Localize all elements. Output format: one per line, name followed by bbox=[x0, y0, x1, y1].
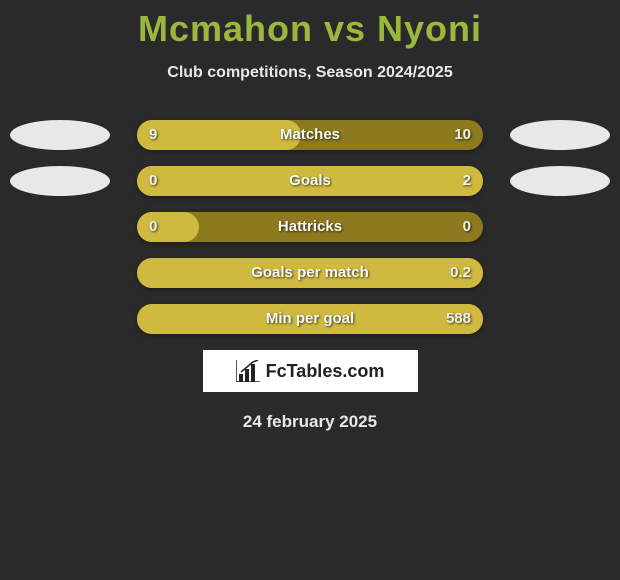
left-ellipse bbox=[10, 120, 110, 150]
fctables-logo-text: FcTables.com bbox=[266, 361, 385, 382]
stat-row: Goals0 2 bbox=[0, 166, 620, 196]
stat-label: Min per goal bbox=[137, 304, 483, 334]
stat-label: Goals per match bbox=[137, 258, 483, 288]
bar-track: Matches9 10 bbox=[137, 120, 483, 150]
bar-track: Goals per match0.2 bbox=[137, 258, 483, 288]
comparison-chart: Matches910Goals02Hattricks00Goals per ma… bbox=[0, 120, 620, 334]
stat-row: Matches9 10 bbox=[0, 120, 620, 150]
bar-chart-icon bbox=[236, 360, 260, 382]
stat-value-right: 0.2 bbox=[450, 258, 471, 288]
stat-value-left: 0 bbox=[149, 212, 157, 242]
stat-label: Goals bbox=[137, 166, 483, 196]
stat-value-right: 2 bbox=[463, 166, 471, 196]
stat-value-right: 0 bbox=[463, 212, 471, 242]
comparison-subtitle: Club competitions, Season 2024/2025 bbox=[0, 64, 620, 82]
bar-track: Goals0 2 bbox=[137, 166, 483, 196]
stat-row: Hattricks0 0 bbox=[0, 212, 620, 242]
stat-label: Matches bbox=[137, 120, 483, 150]
stat-row: Goals per match0.2 bbox=[0, 258, 620, 288]
stat-value-left: 9 bbox=[149, 120, 157, 150]
stat-row: Min per goal588 bbox=[0, 304, 620, 334]
bar-track: Hattricks0 0 bbox=[137, 212, 483, 242]
bar-track: Min per goal588 bbox=[137, 304, 483, 334]
stat-value-left: 0 bbox=[149, 166, 157, 196]
left-ellipse bbox=[10, 166, 110, 196]
right-ellipse bbox=[510, 166, 610, 196]
stat-label: Hattricks bbox=[137, 212, 483, 242]
date-text: 24 february 2025 bbox=[0, 412, 620, 432]
stat-value-right: 588 bbox=[446, 304, 471, 334]
right-ellipse bbox=[510, 120, 610, 150]
comparison-title: Mcmahon vs Nyoni bbox=[0, 0, 620, 50]
fctables-logo: FcTables.com bbox=[203, 350, 418, 392]
stat-value-right: 10 bbox=[454, 120, 471, 150]
